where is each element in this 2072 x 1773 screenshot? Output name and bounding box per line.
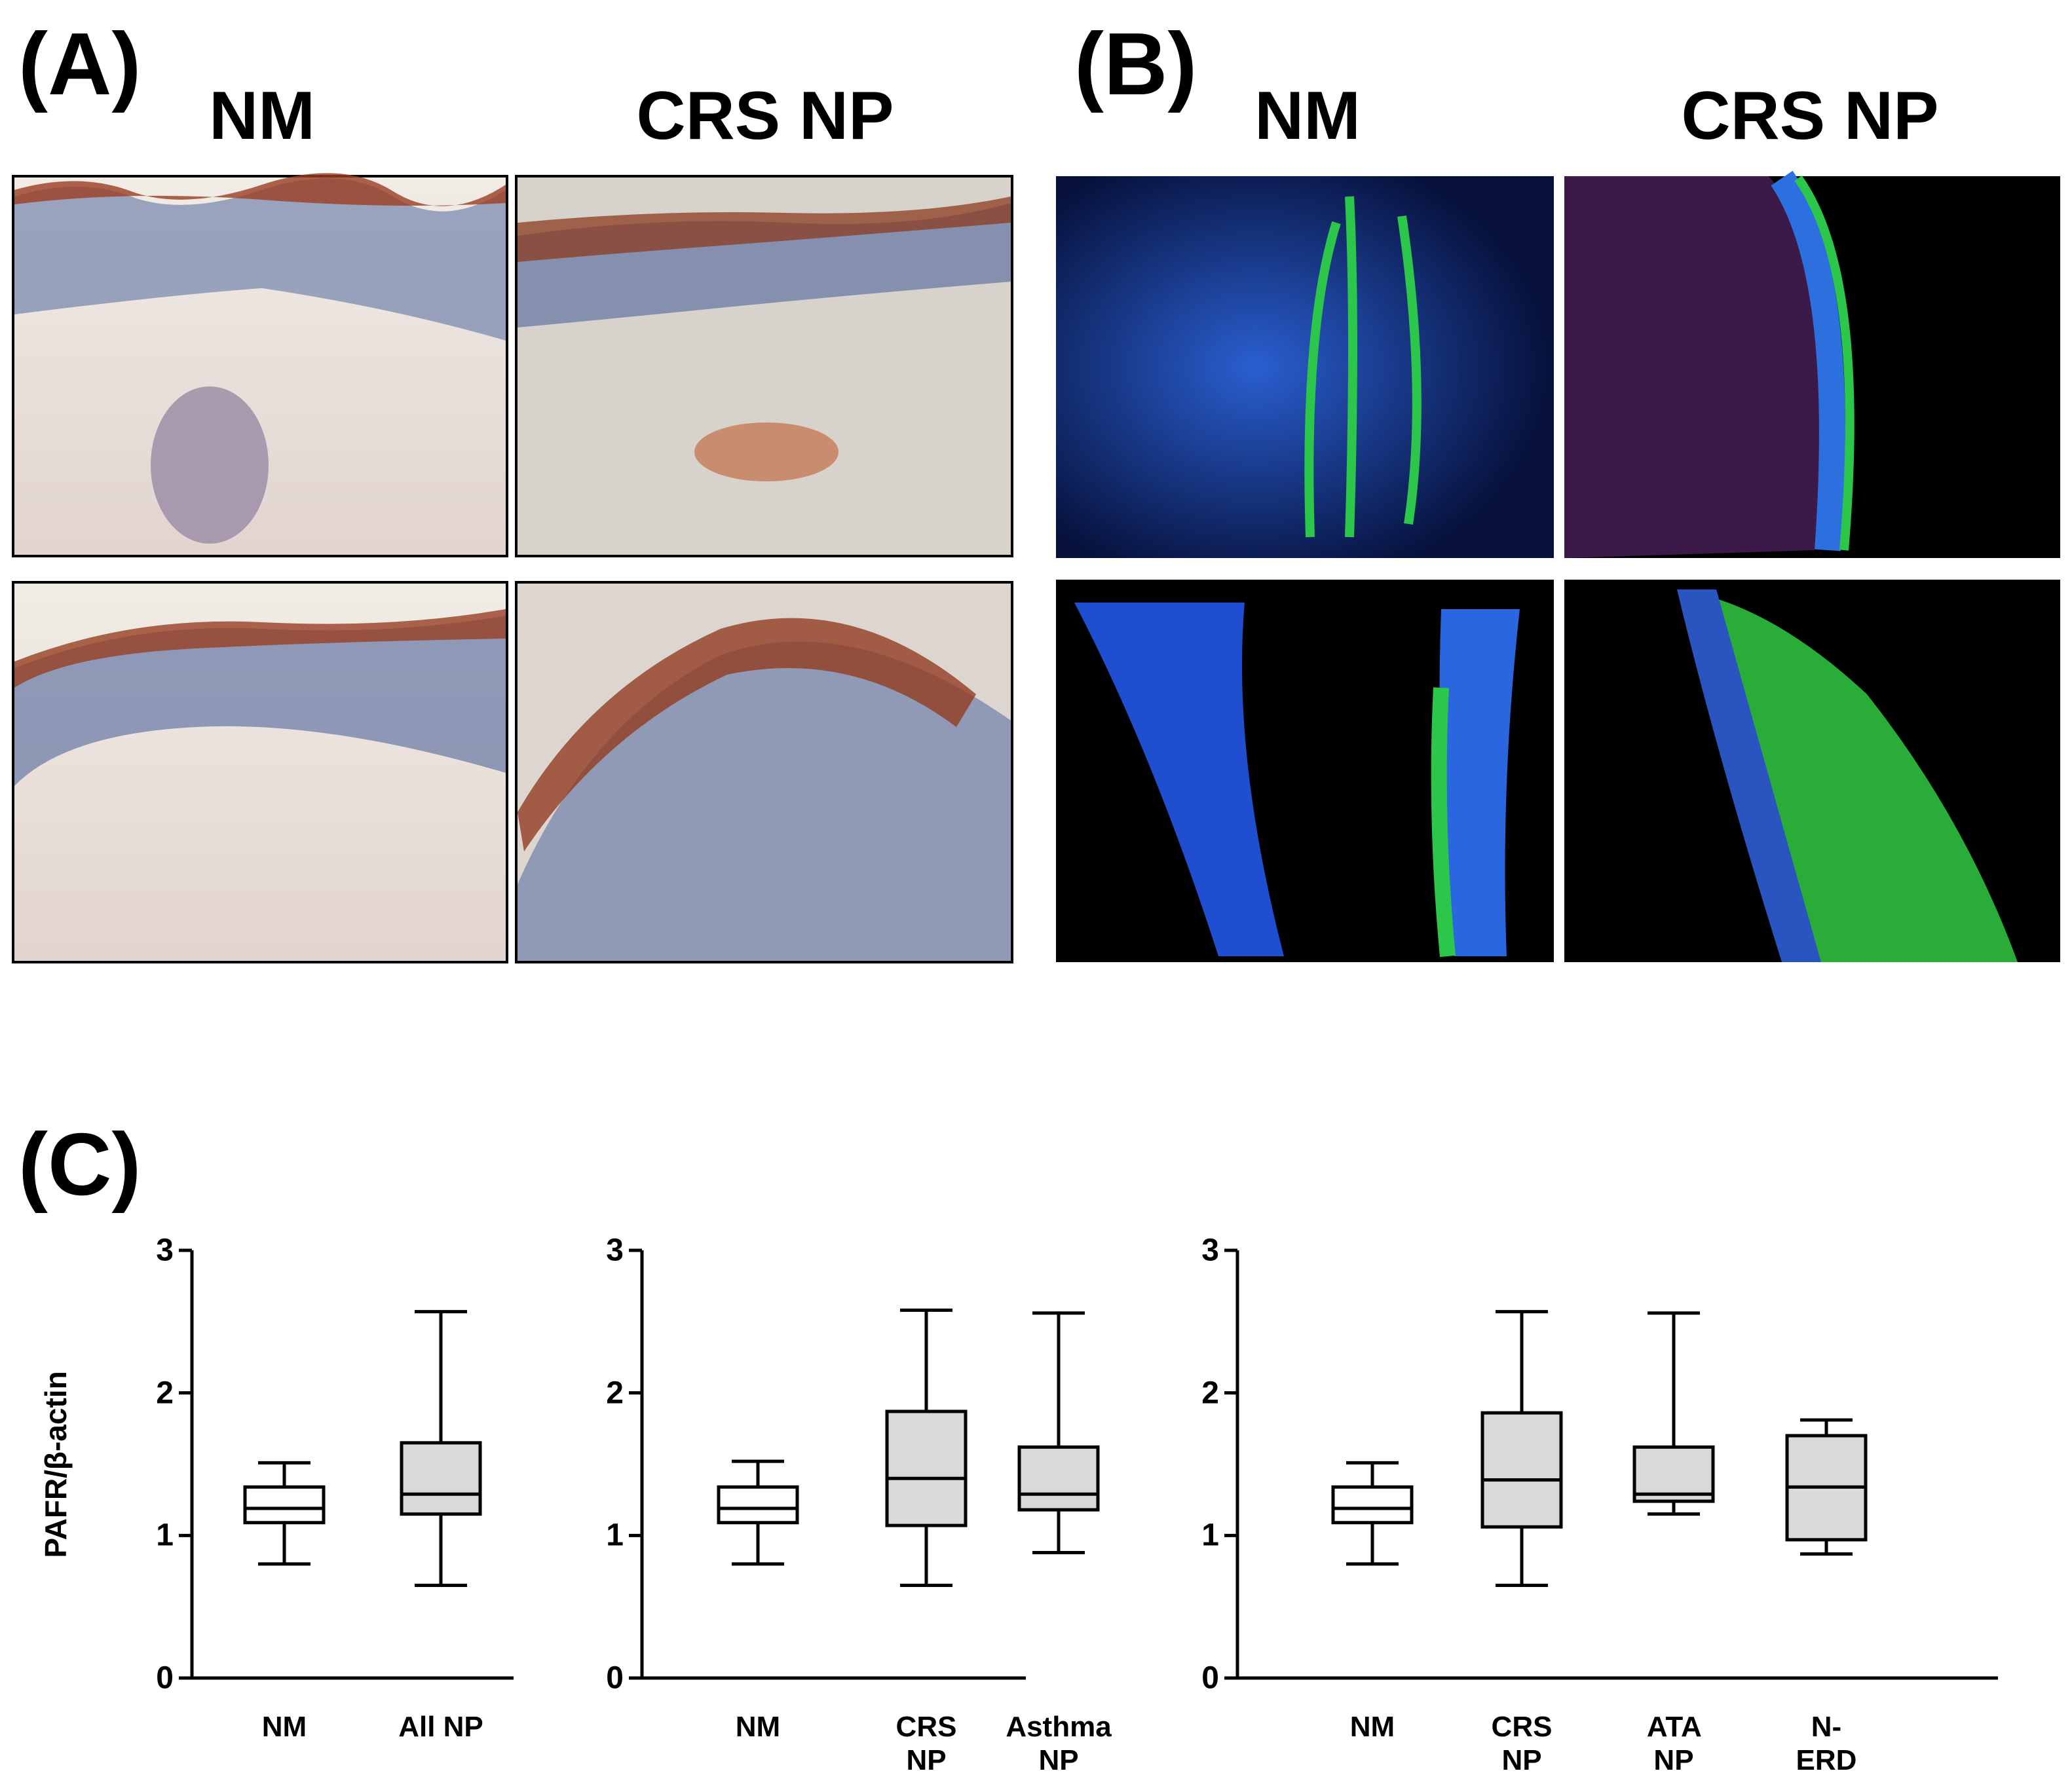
- x-tick-label: N-ERD NP: [1796, 1711, 1857, 1773]
- y-tick-label: 0: [156, 1660, 174, 1696]
- ihc-images: [12, 173, 1013, 963]
- y-tick-label: 1: [606, 1518, 624, 1553]
- y-tick-label: 2: [606, 1375, 624, 1411]
- vessel: [694, 422, 838, 481]
- column-label: CRS NP: [636, 78, 894, 154]
- panel-label: (B): [1074, 14, 1197, 113]
- stain-green: [1794, 175, 1855, 551]
- stain-blue: [1677, 589, 1821, 962]
- box: [400, 1441, 482, 1516]
- box: [243, 1485, 326, 1525]
- stain-red: [1564, 176, 1827, 558]
- x-tick-label: All NP: [398, 1711, 483, 1743]
- if-images: [1056, 170, 2060, 962]
- column-label: NM: [1254, 78, 1361, 154]
- x-tick-label: NM: [735, 1711, 781, 1743]
- x-tick-label: CRS NP: [1491, 1711, 1553, 1773]
- column-label: NM: [209, 78, 315, 154]
- y-axis-label: PAFR/β-actin: [39, 1370, 73, 1558]
- column-label: CRS NP: [1681, 78, 1939, 154]
- box: [1017, 1445, 1100, 1512]
- box: [1632, 1445, 1715, 1503]
- stain-green: [1304, 196, 1422, 538]
- stain-green: [1431, 687, 1456, 958]
- box: [885, 1409, 968, 1527]
- stain-green: [1677, 589, 2018, 962]
- stain-blue: [1439, 609, 1520, 956]
- tissue-edge: [14, 173, 506, 206]
- gland: [151, 386, 269, 544]
- y-tick-label: 1: [156, 1518, 174, 1553]
- box: [1331, 1485, 1414, 1525]
- panel-label: (C): [18, 1115, 141, 1214]
- tissue-edge: [518, 196, 1011, 262]
- tissue-edge: [518, 618, 976, 851]
- tissue-layer: [14, 616, 506, 786]
- box: [717, 1485, 799, 1525]
- y-tick-label: 3: [156, 1233, 174, 1268]
- y-tick-label: 2: [156, 1375, 174, 1411]
- y-tick-label: 2: [1201, 1375, 1219, 1411]
- tissue-edge: [14, 609, 506, 688]
- x-tick-label: ATA NP: [1646, 1711, 1702, 1773]
- y-tick-label: 0: [1201, 1660, 1219, 1696]
- y-tick-label: 1: [1201, 1518, 1219, 1553]
- x-tick-label: Asthma NP: [1006, 1711, 1112, 1773]
- x-tick-label: CRS NP: [895, 1711, 957, 1773]
- x-tick-label: NM: [1349, 1711, 1395, 1743]
- panel-label: (A): [18, 14, 141, 113]
- y-tick-label: 3: [1201, 1233, 1219, 1268]
- x-tick-label: NM: [261, 1711, 307, 1743]
- tissue-layer: [14, 178, 506, 341]
- box: [1480, 1411, 1563, 1529]
- y-tick-label: 0: [606, 1660, 624, 1696]
- stain-blue: [1771, 170, 1845, 551]
- y-tick-label: 3: [606, 1233, 624, 1268]
- stain-blue: [1074, 603, 1284, 956]
